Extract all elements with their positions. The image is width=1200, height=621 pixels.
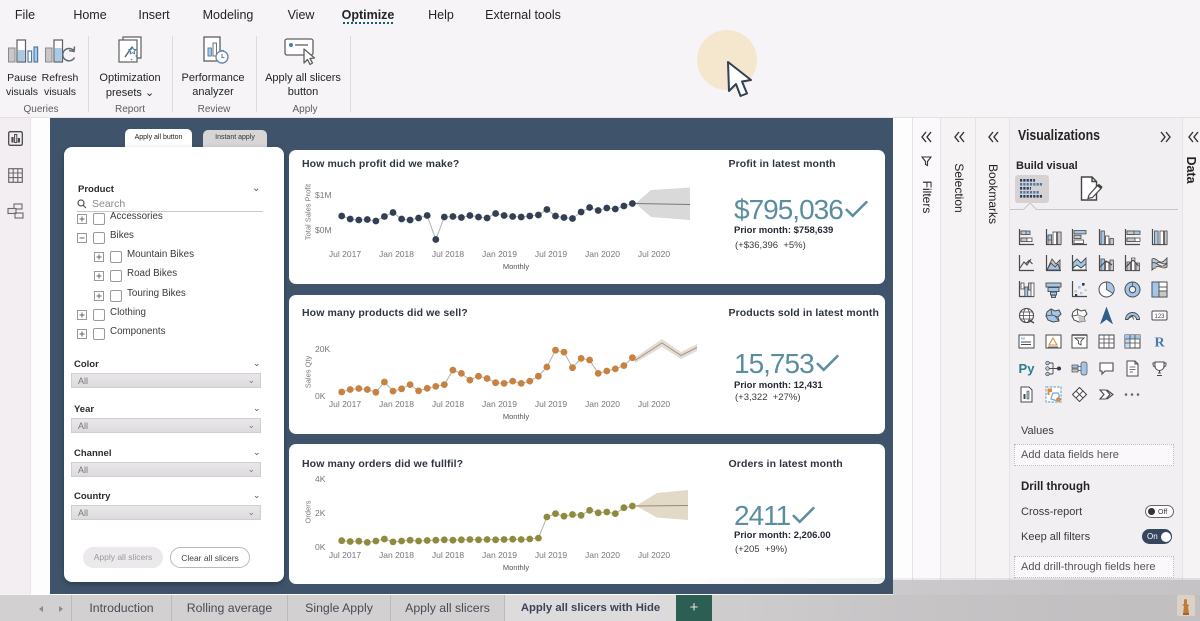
svg-text:R: R xyxy=(1154,336,1165,351)
svg-text:Py: Py xyxy=(1019,361,1035,376)
svg-text:123: 123 xyxy=(1154,314,1165,320)
